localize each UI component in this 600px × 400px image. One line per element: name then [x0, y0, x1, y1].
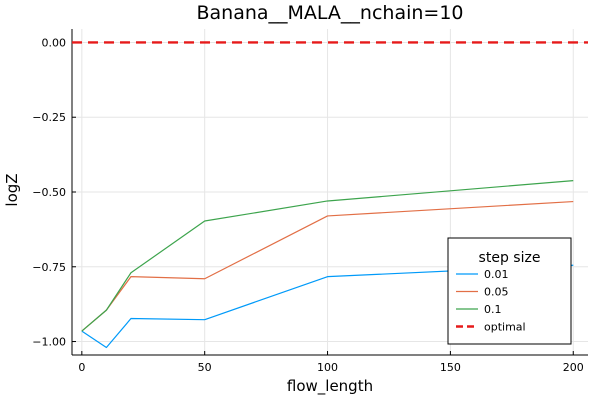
legend-label-0.01: 0.01: [484, 268, 509, 281]
legend-label-optimal: optimal: [484, 321, 526, 334]
chart-title: Banana__MALA__nchain=10: [196, 2, 463, 24]
x-tick-label: 150: [440, 361, 461, 374]
x-tick-label: 50: [198, 361, 212, 374]
x-tick-label: 100: [317, 361, 338, 374]
x-axis-title: flow_length: [287, 377, 373, 396]
y-axis-title: logZ: [3, 173, 21, 206]
y-tick-label: −0.50: [32, 186, 66, 199]
y-tick-label: −0.25: [32, 111, 66, 124]
legend-title: step size: [479, 250, 541, 266]
ticks: 0 50 100 150 200 0.00 −0.25 −0.50 −0.75 −1.00: [32, 36, 583, 374]
x-tick-label: 0: [78, 361, 85, 374]
legend: step size 0.01 0.05 0.1 optimal: [447, 237, 572, 345]
legend-label-0.05: 0.05: [484, 286, 509, 299]
legend-label-0.1: 0.1: [484, 303, 502, 316]
y-tick-label: −0.75: [32, 261, 66, 274]
series-line-0.01: [81, 264, 574, 349]
series-line-0.1: [81, 180, 574, 332]
y-tick-label: 0.00: [42, 36, 67, 49]
series-lines: [72, 41, 588, 349]
y-tick-label: −1.00: [32, 336, 66, 349]
x-tick-label: 200: [563, 361, 584, 374]
